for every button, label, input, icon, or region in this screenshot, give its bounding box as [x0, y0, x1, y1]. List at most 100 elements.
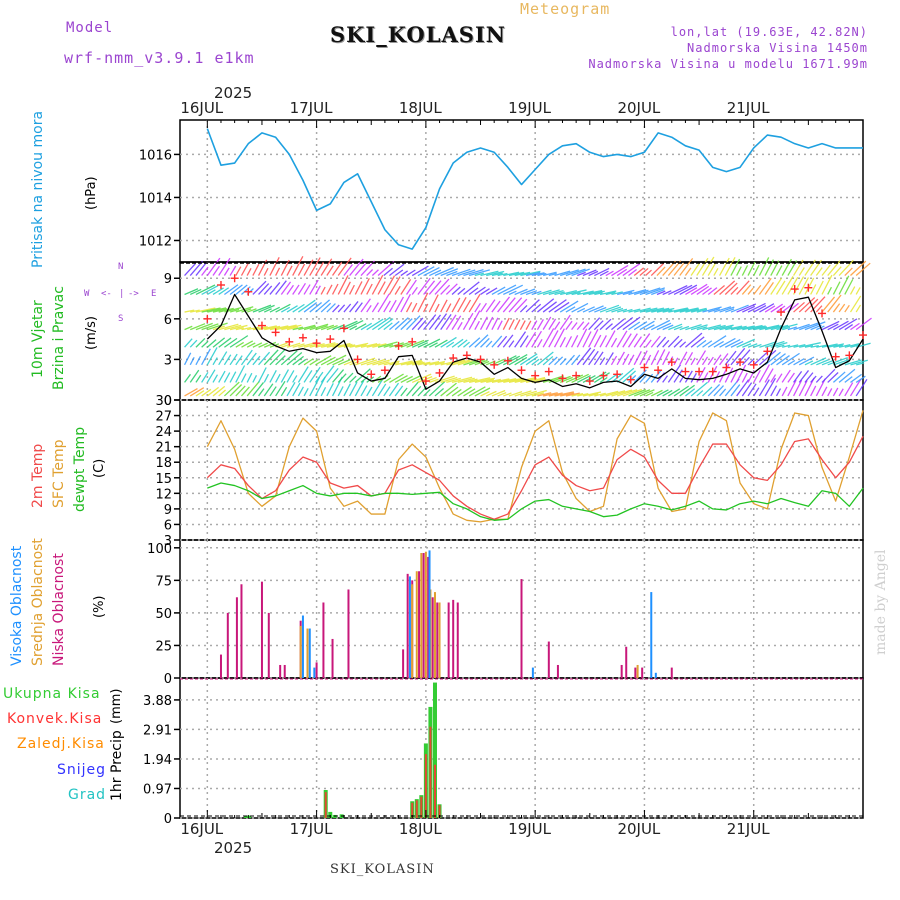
wind-arrow	[725, 308, 735, 313]
wind-arrow	[656, 322, 672, 331]
low-cloud-bar	[279, 664, 282, 678]
wind-arrow	[235, 284, 248, 295]
wind-arrow	[707, 335, 727, 348]
gust-marker	[654, 366, 663, 375]
gust-marker	[599, 371, 608, 380]
wind-arrow	[662, 351, 671, 366]
wind-arrow	[377, 293, 390, 313]
precip-unit-label: (mm)	[109, 688, 124, 724]
wind-arrow	[793, 301, 805, 313]
wind-arrow	[303, 358, 314, 366]
wind-arrow	[707, 383, 721, 397]
wind-arrow	[184, 388, 198, 397]
wind-arrow	[821, 359, 834, 366]
wind-arrow	[263, 383, 274, 397]
wind-arrow	[821, 296, 836, 313]
wind-arrow	[577, 392, 589, 397]
wind-arrow	[730, 384, 741, 397]
wind-arrow	[548, 290, 564, 296]
wind-arrow	[616, 268, 628, 277]
wind-arrow	[844, 278, 854, 295]
wind-arrow	[223, 381, 240, 397]
wind-arrow	[383, 386, 391, 397]
wind-arrow	[554, 356, 564, 366]
total-precip-legend: Ukupna Kisa	[3, 686, 101, 702]
wind-arrow	[514, 331, 527, 348]
wind-arrow	[662, 389, 673, 397]
wind-arrow	[753, 369, 761, 383]
wind-arrow	[622, 316, 641, 331]
wind-arrow	[224, 337, 238, 348]
mid-cloud-bar	[299, 625, 302, 678]
footer-station: SKI_KOLASIN	[330, 862, 435, 877]
wind-arrow	[656, 389, 669, 397]
wind-arrow	[645, 391, 654, 397]
wind-arrow	[326, 367, 339, 383]
wind-arrow	[679, 384, 695, 397]
wind-arrow	[349, 301, 359, 313]
wind-arrow	[650, 335, 661, 348]
wind-arrow	[599, 318, 612, 331]
wind-arrow	[263, 285, 273, 295]
y-tick-label: 18	[155, 456, 172, 471]
wind-arrow	[599, 304, 620, 313]
low-cloud-bar	[436, 602, 439, 678]
wind-arrow	[628, 289, 647, 296]
y-tick-label: 15	[155, 472, 172, 487]
wind-arrow	[628, 321, 641, 331]
wind-arrow	[690, 336, 705, 348]
wind-arrow	[303, 284, 311, 295]
wind-arrow	[565, 392, 580, 397]
wind-arrow	[645, 269, 652, 277]
wind-arrow	[343, 344, 356, 348]
wind-arrow	[844, 267, 853, 276]
wind-arrow	[497, 272, 508, 277]
wind-arrow	[434, 266, 454, 277]
wind-arrow	[218, 257, 231, 276]
wind-arrow	[480, 360, 490, 366]
wind-arrow	[685, 323, 702, 331]
wind-arrow	[286, 305, 298, 313]
wind-arrow	[326, 303, 336, 313]
wind-arrow	[343, 359, 356, 366]
gust-marker	[613, 370, 622, 379]
high-cloud-bar	[531, 667, 534, 678]
wind-arrow	[520, 390, 537, 397]
wind-arrow	[406, 360, 423, 366]
wind-arrow	[764, 377, 776, 397]
wind-arrow	[656, 266, 666, 276]
wind-arrow	[525, 389, 547, 397]
gust-marker	[708, 367, 717, 376]
wind-arrow	[696, 326, 708, 331]
wind-arrow	[542, 328, 555, 348]
wind-arrow	[571, 291, 581, 296]
model-name: wrf-nmm_v3.9.1 e1km	[64, 49, 255, 67]
wind-arrow	[668, 388, 681, 397]
wind-arrow	[320, 286, 326, 295]
wind-arrow	[400, 318, 413, 331]
wind-arrow	[258, 342, 268, 348]
wind-arrow	[417, 361, 431, 366]
wind-arrow	[223, 267, 230, 276]
wind-arrow	[571, 302, 589, 313]
wind-arrow	[576, 375, 591, 383]
wind-arrow	[371, 302, 379, 313]
day-label: 21JUL	[726, 99, 770, 117]
wind-arrow	[554, 291, 565, 296]
wind-arrow	[838, 318, 858, 331]
wind-arrow	[565, 306, 576, 313]
wind-arrow	[360, 278, 370, 295]
wind-arrow	[354, 281, 363, 295]
wind-arrow	[816, 344, 828, 348]
compass-west: W	[84, 289, 90, 299]
conv-precip-legend: Konvek.Kisa	[7, 711, 103, 727]
wind-arrow	[531, 290, 542, 296]
wind-arrow	[719, 280, 736, 295]
total-precip-bar	[247, 815, 252, 818]
wind-arrow	[696, 350, 707, 366]
y-tick-label: 1.94	[143, 753, 172, 768]
wind-arrow	[827, 294, 842, 313]
pressure-outer-label: Pritisak na nivou mora	[30, 110, 46, 268]
wind-arrow	[736, 325, 755, 331]
gust-marker	[312, 339, 321, 348]
